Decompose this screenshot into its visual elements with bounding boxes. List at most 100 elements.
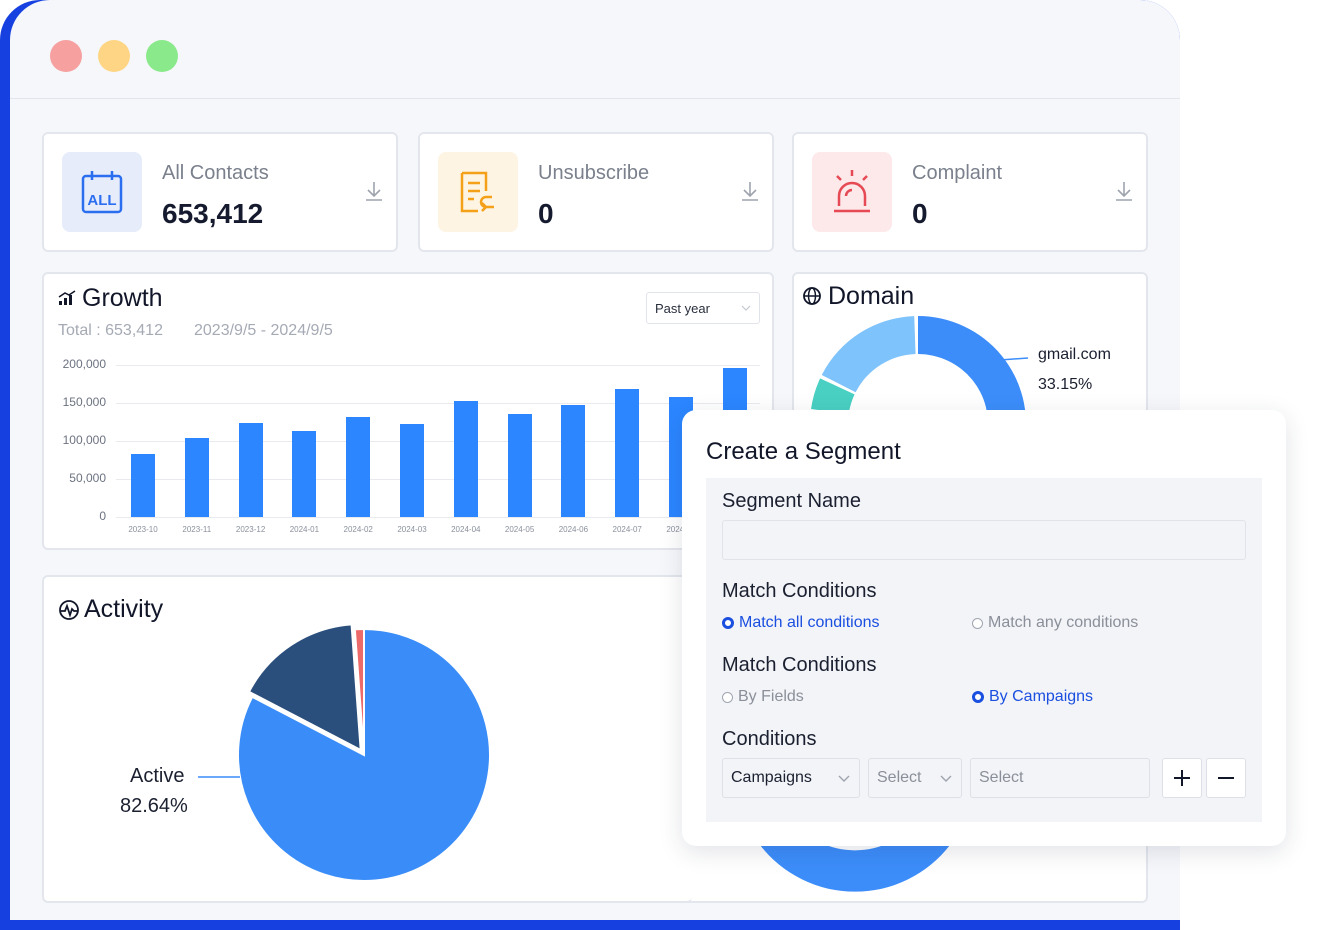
- x-tick-label: 2024-03: [397, 525, 427, 534]
- alarm-siren-icon: [812, 152, 892, 232]
- pie-slice: [247, 623, 362, 752]
- x-tick-label: 2023-10: [128, 525, 158, 534]
- y-tick-label: 100,000: [62, 433, 106, 447]
- x-tick-label: 2023-12: [235, 525, 266, 534]
- maximize-window-button[interactable]: [146, 40, 178, 72]
- modal-title: Create a Segment: [706, 438, 901, 465]
- bar-chart-icon: [58, 290, 76, 311]
- donut-segment: [821, 316, 916, 393]
- bar: [615, 389, 640, 517]
- stat-value: 0: [538, 198, 554, 229]
- match-any-label: Match any conditions: [988, 614, 1139, 631]
- segment-name-label: Segment Name: [722, 490, 861, 512]
- bar: [507, 413, 532, 517]
- x-tick-label: 2024-05: [504, 525, 535, 534]
- by-campaigns-radio[interactable]: By Campaigns: [972, 688, 1093, 706]
- plus-icon: [1174, 770, 1190, 786]
- bar: [453, 401, 478, 517]
- condition-value-value: Select: [979, 769, 1024, 786]
- by-campaigns-label: By Campaigns: [989, 688, 1094, 705]
- stat-card-complaint: Complaint 0: [792, 132, 1148, 252]
- bar: [292, 431, 317, 517]
- bar: [561, 405, 586, 517]
- x-tick-label: 2024-02: [343, 525, 373, 534]
- pie-slice: [353, 627, 365, 756]
- chevron-down-icon: [939, 771, 953, 790]
- document-return-icon: [438, 152, 518, 232]
- stat-label: All Contacts: [162, 162, 269, 184]
- condition-type-select[interactable]: Campaigns: [722, 758, 860, 798]
- y-tick-label: 200,000: [62, 357, 106, 371]
- segment-form: Segment Name Match Conditions Match all …: [706, 478, 1262, 822]
- x-tick-label: 2024-07: [612, 525, 642, 534]
- activity-label: Active: [130, 765, 185, 787]
- bar: [346, 417, 371, 517]
- activity-panel: Activity Active 82.64%: [42, 575, 692, 903]
- match-all-radio[interactable]: Match all conditions: [722, 614, 880, 632]
- condition-type-value: Campaigns: [731, 769, 812, 786]
- stat-label: Complaint: [912, 162, 1003, 184]
- radio-unselected-icon: [722, 691, 733, 703]
- growth-title: Growth: [82, 284, 163, 312]
- remove-condition-button[interactable]: [1206, 758, 1246, 798]
- segment-name-input[interactable]: [722, 520, 1246, 560]
- y-tick-label: 0: [99, 509, 106, 523]
- chevron-down-icon: [741, 301, 751, 316]
- radio-unselected-icon: [972, 617, 983, 629]
- x-tick-label: 2024-08: [666, 525, 696, 534]
- minus-icon: [1218, 777, 1234, 779]
- y-tick-label: 50,000: [69, 471, 106, 485]
- condition-value-select[interactable]: Select: [970, 758, 1150, 798]
- activity-pulse-icon: [58, 599, 80, 626]
- domain-top-percent: 33.15%: [1038, 376, 1093, 393]
- bar: [238, 422, 263, 517]
- y-tick-label: 150,000: [62, 395, 106, 409]
- stat-card-all-contacts: ALL All Contacts 653,412: [42, 132, 398, 252]
- donut-segment: [811, 378, 855, 415]
- x-tick-label: 2024-06: [558, 525, 589, 534]
- x-tick-label: 2023-11: [182, 525, 212, 534]
- stat-label: Unsubscribe: [538, 162, 650, 184]
- grid-line: [116, 479, 760, 480]
- growth-panel: Growth Total : 653,412 2023/9/5 - 2024/9…: [42, 272, 774, 550]
- domain-leader-line: [999, 357, 1029, 361]
- by-fields-radio[interactable]: By Fields: [722, 688, 804, 706]
- window-titlebar: [10, 0, 1180, 99]
- donut-segment: [918, 316, 1026, 440]
- condition-operator-select[interactable]: Select: [868, 758, 962, 798]
- radio-selected-icon: [722, 617, 734, 629]
- download-icon[interactable]: [1114, 180, 1134, 207]
- growth-bar-chart: 200,000 150,000 100,000 50,000 0 2023-10 2023-…: [44, 274, 772, 548]
- bar: [131, 453, 155, 517]
- grid-line: [116, 403, 760, 404]
- download-icon[interactable]: [740, 180, 760, 207]
- x-tick-label: 2024-04: [451, 525, 481, 534]
- add-condition-button[interactable]: [1162, 758, 1202, 798]
- period-select[interactable]: Past year: [646, 292, 760, 324]
- bar: [400, 423, 424, 517]
- minimize-window-button[interactable]: [98, 40, 130, 72]
- match-all-label: Match all conditions: [739, 614, 880, 631]
- by-fields-label: By Fields: [738, 688, 804, 705]
- create-segment-modal: Create a Segment Segment Name Match Cond…: [682, 410, 1286, 846]
- conditions-label: Conditions: [722, 728, 817, 750]
- domain-title: Domain: [828, 282, 915, 310]
- match-conditions-label: Match Conditions: [722, 580, 877, 602]
- chevron-down-icon: [837, 771, 851, 790]
- calendar-all-icon: ALL: [62, 152, 142, 232]
- condition-operator-value: Select: [877, 769, 922, 786]
- download-icon[interactable]: [364, 180, 384, 207]
- match-any-radio[interactable]: Match any conditions: [972, 614, 1138, 632]
- activity-title: Activity: [84, 595, 164, 623]
- period-select-value: Past year: [655, 301, 710, 316]
- grid-line: [116, 365, 760, 366]
- stat-card-unsubscribe: Unsubscribe 0: [418, 132, 774, 252]
- x-tick-label: 2024-01: [289, 525, 320, 534]
- stat-value: 0: [912, 198, 928, 229]
- activity-percent: 82.64%: [120, 795, 188, 817]
- stat-value: 653,412: [162, 198, 264, 229]
- close-window-button[interactable]: [50, 40, 82, 72]
- radio-selected-icon: [972, 691, 984, 703]
- growth-date-range: 2023/9/5 - 2024/9/5: [194, 322, 333, 339]
- activity-pie-slices: [237, 623, 491, 882]
